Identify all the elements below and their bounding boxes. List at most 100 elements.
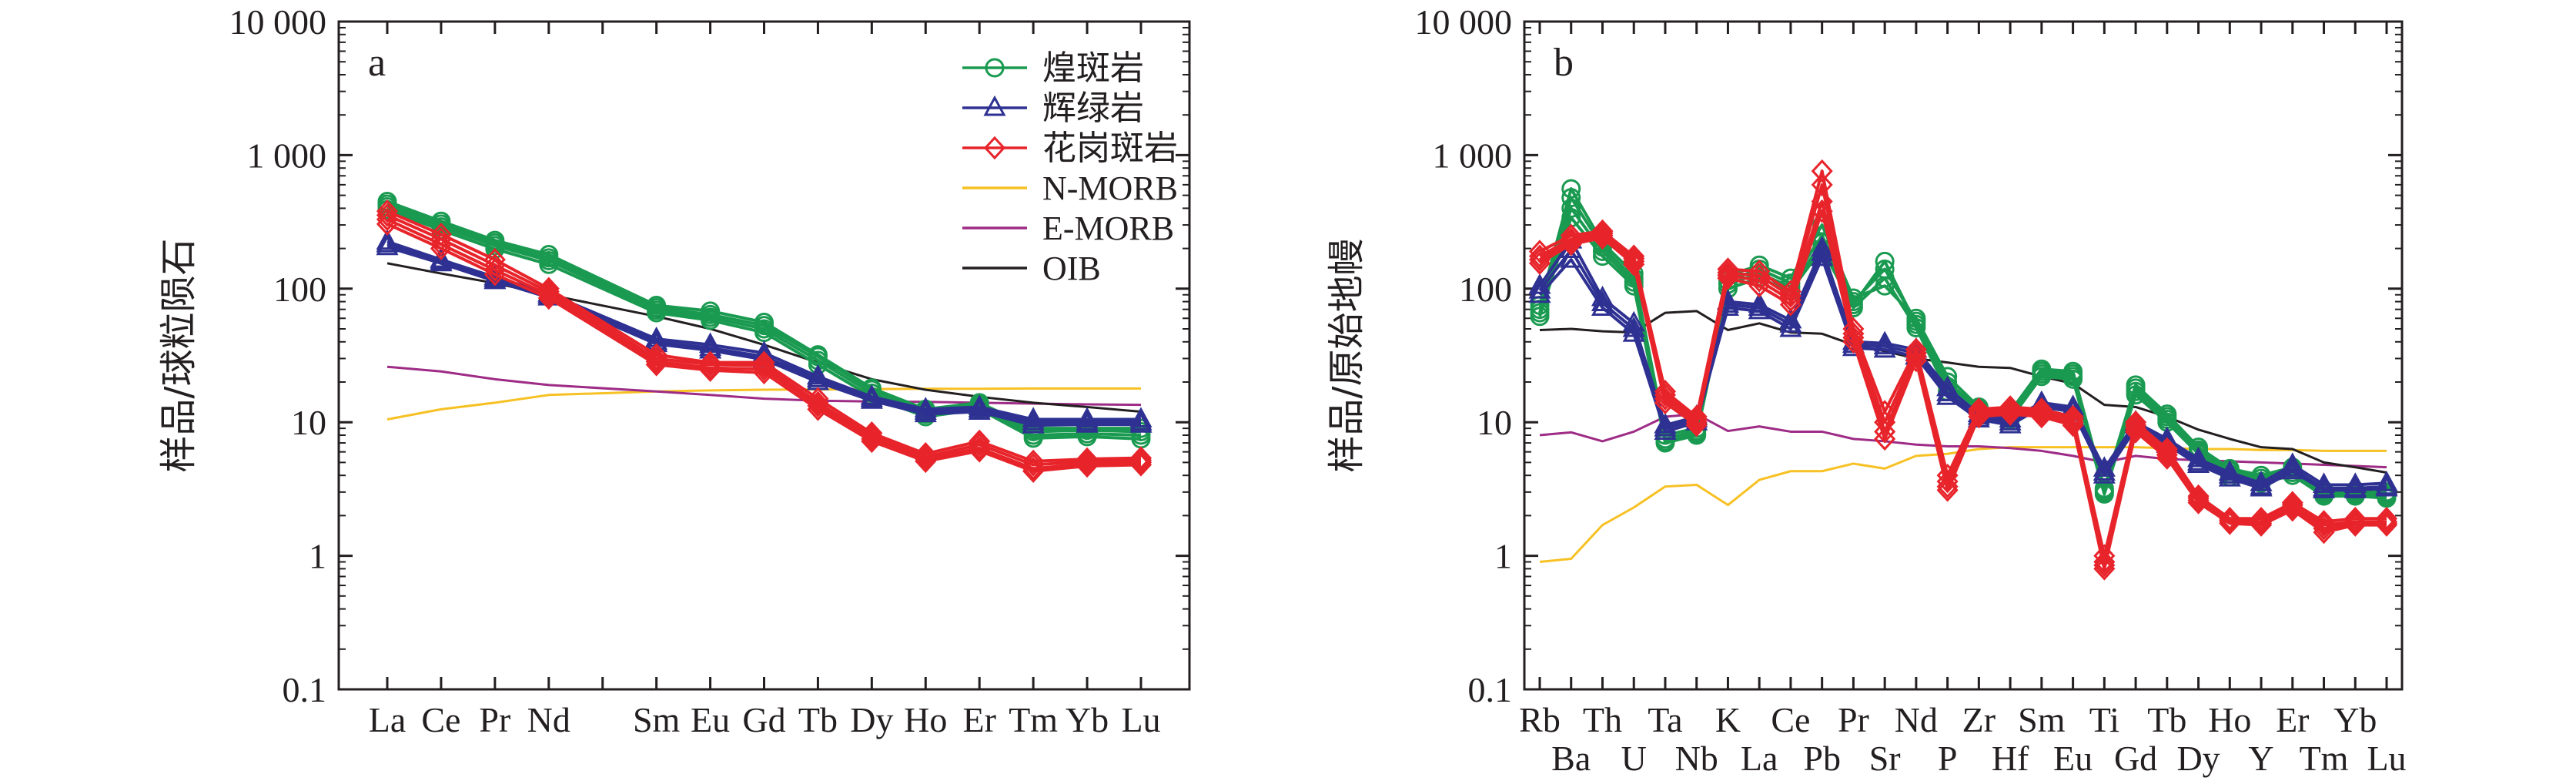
series-granite_porphyry-point xyxy=(1560,232,1582,256)
x-tick-label-upper: Yb xyxy=(2333,700,2377,739)
series-diabase-point xyxy=(2187,452,2210,473)
series-diabase-point xyxy=(2093,463,2116,484)
series-diabase-point xyxy=(376,232,399,253)
series-granite_porphyry xyxy=(376,212,1153,483)
series-granite_porphyry-point xyxy=(1654,383,1677,407)
legend-entry-label: OIB xyxy=(1042,250,1101,287)
series-granite_porphyry-point xyxy=(1129,451,1153,474)
x-tick-label: Ho xyxy=(904,700,947,739)
series-diabase-line xyxy=(1538,256,2387,492)
y-tick-label: 10 xyxy=(291,403,326,442)
x-tick-label-lower: Hf xyxy=(1992,739,2029,778)
series-granite_porphyry-point xyxy=(2281,493,2303,517)
series-diabase-point xyxy=(2250,471,2273,491)
series-diabase-point xyxy=(1654,416,1677,437)
series-granite_porphyry-point xyxy=(2344,513,2367,537)
x-tick-label: Er xyxy=(963,700,996,739)
x-tick-label-lower: Eu xyxy=(2053,739,2093,778)
series-diabase-point xyxy=(914,399,937,420)
series-granite_porphyry-point xyxy=(1528,244,1551,268)
series-granite_porphyry-point xyxy=(915,447,937,471)
series-diabase-point xyxy=(1591,295,1614,317)
series-granite_porphyry-point xyxy=(807,390,829,415)
series-granite_porphyry-point xyxy=(645,350,667,374)
x-tick-label: Gd xyxy=(742,700,785,739)
series-lamprophyre-point xyxy=(1530,307,1550,327)
x-tick-label-lower: Ba xyxy=(1551,739,1591,778)
series-diabase xyxy=(1528,245,2398,498)
series-granite_porphyry-point xyxy=(861,429,883,454)
series-granite_porphyry-point xyxy=(861,427,883,451)
x-tick-label-upper: Pr xyxy=(1838,700,1869,739)
series-diabase-point xyxy=(2218,463,2241,484)
series-diabase-point xyxy=(2343,478,2367,498)
series-granite_porphyry-point xyxy=(2375,507,2398,531)
reference-e-morb-line xyxy=(386,365,1142,407)
series-lamprophyre-point xyxy=(647,303,667,323)
series-lamprophyre-point xyxy=(485,239,505,259)
x-tick-label-upper: K xyxy=(1715,700,1741,739)
x-tick-label-upper: Zr xyxy=(1962,700,1996,739)
legend-entry-label: E-MORB xyxy=(1042,209,1174,247)
series-granite_porphyry-point xyxy=(1999,400,2022,424)
series-diabase-line xyxy=(386,243,1141,424)
series-diabase-point xyxy=(1748,298,1771,320)
series-lamprophyre-line xyxy=(1538,187,2387,494)
series-diabase-point xyxy=(376,234,399,256)
series-lamprophyre xyxy=(1530,198,2397,506)
panel-letter: b xyxy=(1554,41,1574,85)
series-granite_porphyry-point xyxy=(699,353,721,377)
x-tick-label-upper: Ce xyxy=(1771,700,1810,739)
x-tick-label: Yb xyxy=(1066,700,1109,739)
x-tick-label-lower: U xyxy=(1621,739,1647,778)
series-granite_porphyry-point xyxy=(1842,330,1865,354)
series-granite_porphyry-point xyxy=(1999,395,2022,419)
series-diabase-point xyxy=(430,250,453,272)
series-granite_porphyry-point xyxy=(915,445,937,469)
series-lamprophyre-point xyxy=(2063,369,2083,389)
series-granite_porphyry-point xyxy=(1874,427,1896,451)
series-granite_porphyry-point xyxy=(2030,402,2052,426)
series-granite_porphyry-point xyxy=(2156,446,2178,470)
x-tick-label-lower: P xyxy=(1938,739,1958,778)
series-diabase-line xyxy=(386,245,1141,427)
plot-frame xyxy=(1523,20,2404,691)
series-granite_porphyry-point xyxy=(1022,457,1045,481)
series-granite_porphyry-point xyxy=(376,212,399,236)
x-tick-label-lower: Lu xyxy=(2367,739,2406,778)
x-tick-label-lower: Dy xyxy=(2176,739,2220,778)
series-diabase-point xyxy=(1022,412,1045,434)
series-diabase-point xyxy=(1779,316,1802,337)
series-granite_porphyry-point xyxy=(1779,288,1802,312)
series-granite_porphyry-point xyxy=(1999,402,2022,426)
series-granite_porphyry-point xyxy=(2375,513,2398,537)
series-granite_porphyry-point xyxy=(699,358,721,382)
series-granite_porphyry-point xyxy=(1811,159,1833,183)
series-granite_porphyry-point xyxy=(1591,221,1614,246)
x-axis: La Ce Pr Nd Sm Eu Gd Tb Dy Ho Er Tm Yb Lu xyxy=(369,22,1161,739)
series-granite_porphyry-point xyxy=(376,199,399,223)
y-tick-label: 10 000 xyxy=(229,2,327,42)
series-granite_porphyry-point xyxy=(969,439,991,463)
series-granite_porphyry-point xyxy=(1022,453,1045,477)
series-granite_porphyry-point xyxy=(430,236,452,260)
series-diabase-point xyxy=(1873,334,1896,355)
y-tick-label: 0.1 xyxy=(283,670,327,709)
series-granite_porphyry-point xyxy=(2281,491,2303,515)
series-granite_porphyry-point xyxy=(861,424,883,448)
series-granite_porphyry-point xyxy=(1022,459,1045,483)
x-tick-label-lower: Tm xyxy=(2300,739,2349,778)
x-tick-label-lower: La xyxy=(1741,739,1778,778)
x-tick-label: Sm xyxy=(633,700,681,739)
series-granite_porphyry-point xyxy=(699,356,721,380)
series-granite_porphyry-point xyxy=(537,280,560,303)
series-diabase-point xyxy=(2312,472,2336,493)
series-granite_porphyry xyxy=(1528,159,2398,568)
series-lamprophyre-point xyxy=(1561,188,1581,208)
series-granite_porphyry-point xyxy=(1591,226,1614,250)
series-granite_porphyry-point xyxy=(2281,498,2303,522)
series-granite_porphyry-point xyxy=(2187,491,2210,515)
